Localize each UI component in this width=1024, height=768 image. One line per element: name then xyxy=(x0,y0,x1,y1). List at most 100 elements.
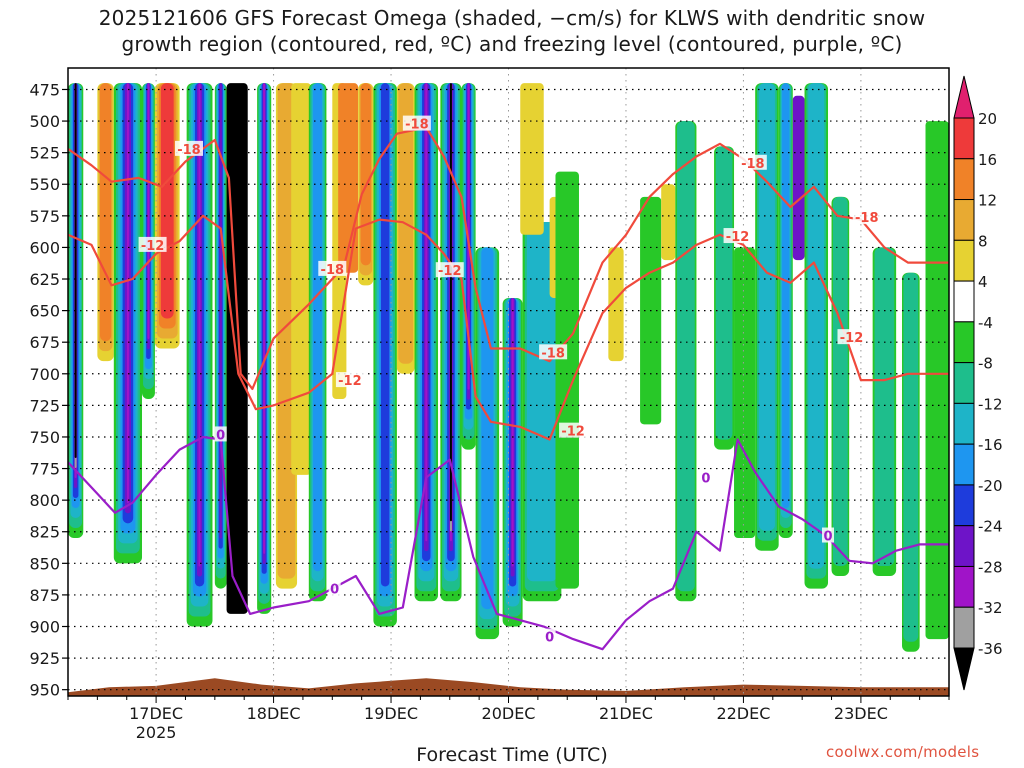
contour-label-bg-4 xyxy=(402,115,431,131)
omega-band-30-1 xyxy=(715,146,733,440)
x-tick-label: 21DEC xyxy=(599,704,653,723)
x-tick-label: 19DEC xyxy=(364,704,418,723)
colorbar-box xyxy=(953,606,975,649)
y-tick-label: 500 xyxy=(29,112,60,131)
omega-band-29-1 xyxy=(676,121,695,592)
y-tick-label: 700 xyxy=(29,365,60,384)
omega-band-9-1 xyxy=(277,83,296,579)
omega-band-26 xyxy=(608,247,624,362)
colorbar-label: 16 xyxy=(978,151,997,169)
colorbar-box xyxy=(953,565,975,608)
omega-band-13 xyxy=(338,83,359,273)
colorbar-label: 4 xyxy=(978,273,988,291)
contour-label-bg-11 xyxy=(837,329,866,345)
y-tick-label: 675 xyxy=(29,333,60,352)
omega-band-22-2 xyxy=(526,222,557,582)
contour--18C xyxy=(68,126,949,390)
omega-band-20-3 xyxy=(481,247,494,610)
colorbar-top-triangle xyxy=(953,75,975,119)
contour-label-bg-9 xyxy=(723,228,752,244)
contour-label-bg-1 xyxy=(138,236,167,252)
contour-label: 0 xyxy=(823,530,832,545)
y-tick-label: 600 xyxy=(29,238,60,257)
omega-band-21-6 xyxy=(511,297,514,567)
chart-title-line-2: growth region (contoured, red, ºC) and f… xyxy=(121,32,903,56)
omega-band-33-3 xyxy=(782,83,790,509)
colorbar-box xyxy=(953,362,975,404)
contour-label: -12 xyxy=(438,264,462,279)
x-axis-title: Forecast Time (UTC) xyxy=(416,744,608,766)
colorbar-box xyxy=(953,321,975,364)
colorbar-box xyxy=(953,117,975,160)
contour-label-bg-2 xyxy=(318,260,347,276)
omega-band-11-3 xyxy=(313,83,323,572)
grid xyxy=(68,68,949,696)
colorbar-box xyxy=(953,525,975,567)
colorbar-label: -4 xyxy=(978,314,993,332)
omega-band-32-2 xyxy=(758,83,775,531)
omega-band-25 xyxy=(555,171,579,589)
contour-label: -12 xyxy=(726,230,750,245)
contour-label: -12 xyxy=(561,425,585,440)
colorbar: 20 16 12 8 4 -4 -8 -12 -16 -20 -24 -28 -32 -36 xyxy=(953,75,1003,691)
colorbar-box xyxy=(953,443,975,486)
site-credit[interactable]: coolwx.com/models xyxy=(826,743,980,761)
contour--12C xyxy=(68,214,949,441)
contour-label: -18 xyxy=(405,118,429,133)
omega-band-5-6 xyxy=(198,83,201,567)
x-tick-label: 22DEC xyxy=(716,704,770,723)
colorbar-box xyxy=(953,158,975,201)
y-tick-label: 825 xyxy=(29,523,60,542)
contour-label-bg-14 xyxy=(543,628,556,644)
colorbar-box xyxy=(953,239,975,282)
contours xyxy=(68,126,949,651)
y-tick-label: 900 xyxy=(29,618,60,637)
contour-label-bg-3 xyxy=(335,372,364,388)
contour-label-bg-16 xyxy=(822,527,835,543)
colorbar-label: 8 xyxy=(978,232,988,250)
contour-label-bg-0 xyxy=(174,140,203,156)
contour-label: -18 xyxy=(541,346,565,361)
x-tick-sublabel: 2025 xyxy=(136,723,177,742)
omega-band-2-6 xyxy=(126,83,129,504)
contour-label-bg-5 xyxy=(435,262,464,278)
contour-label: -12 xyxy=(840,331,864,346)
colorbar-bottom-triangle xyxy=(953,647,975,691)
y-tick-label: 950 xyxy=(29,681,60,700)
contour-label-bg-8 xyxy=(738,154,767,170)
y-tick-label: 850 xyxy=(29,554,60,573)
y-tick-label: 775 xyxy=(29,460,60,479)
x-tick-label: 20DEC xyxy=(482,704,536,723)
contour-label: -12 xyxy=(141,239,165,254)
y-tick-label: 875 xyxy=(29,586,60,605)
contour-label: 0 xyxy=(545,631,554,646)
contour-0C xyxy=(68,435,949,651)
colorbar-box xyxy=(953,280,975,323)
omega-band-14-2 xyxy=(360,83,371,266)
colorbar-box xyxy=(953,402,975,445)
omega-band-6-5 xyxy=(219,83,222,539)
contour-label-bg-12 xyxy=(214,426,227,442)
omega-band-37-1 xyxy=(874,247,895,566)
omega-band-3-6 xyxy=(147,83,150,340)
y-tick-label: 650 xyxy=(29,302,60,321)
y-axis: 475 500 525 550 575 600 625 650 675 700 725 750 775 8… xyxy=(29,80,68,700)
omega-band-18-8 xyxy=(449,83,452,522)
y-tick-label: 550 xyxy=(29,175,60,194)
contour-label-bg-7 xyxy=(559,422,588,438)
omega-band-1-2 xyxy=(99,83,112,342)
contour-label: -18 xyxy=(855,211,879,226)
colorbar-label: -36 xyxy=(978,640,1003,658)
colorbar-label: 20 xyxy=(978,110,997,128)
omega-band-10 xyxy=(291,83,312,475)
x-tick-label: 17DEC xyxy=(129,704,183,723)
contour-label: -18 xyxy=(177,143,201,158)
omega-band-23 xyxy=(520,83,544,235)
colorbar-label: -32 xyxy=(978,599,1003,617)
contour-label: -18 xyxy=(321,263,345,278)
omega-band-15-4 xyxy=(380,83,390,587)
y-tick-label: 725 xyxy=(29,396,60,415)
omega-band-4-3 xyxy=(160,83,174,319)
colorbar-box xyxy=(953,199,975,241)
